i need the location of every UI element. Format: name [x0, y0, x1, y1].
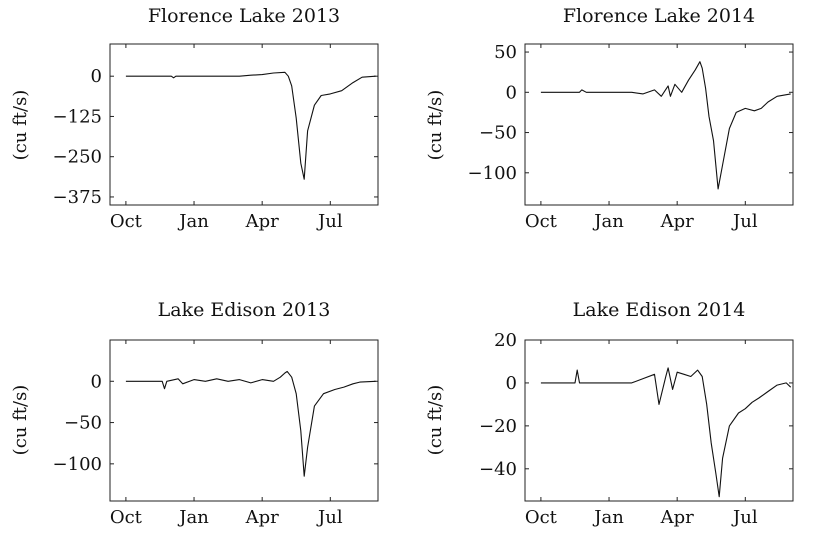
x-tick-label: Oct [110, 507, 143, 528]
y-tick-label: 0 [506, 82, 517, 103]
y-tick-label: −40 [479, 459, 517, 480]
y-tick-label: 50 [494, 42, 517, 63]
y-tick-label: −100 [53, 454, 102, 475]
plot-frame [524, 43, 794, 206]
y-tick-label: −125 [53, 106, 102, 127]
x-tick-label: Apr [245, 507, 280, 528]
x-tick-label: Jul [731, 211, 758, 232]
y-tick-label: −20 [479, 416, 517, 437]
x-tick-label: Jul [731, 507, 758, 528]
y-tick-label: −50 [479, 123, 517, 144]
x-tick-label: Jan [592, 211, 624, 232]
chart-title: Lake Edison 2014 [573, 299, 746, 321]
chart-title: Lake Edison 2013 [158, 299, 331, 321]
x-tick-label: Oct [525, 507, 558, 528]
x-tick-label: Oct [110, 211, 143, 232]
series-line-flow [540, 367, 792, 498]
x-tick-label: Jan [177, 211, 209, 232]
x-tick-label: Jul [316, 507, 343, 528]
x-tick-label: Apr [245, 211, 280, 232]
y-tick-label: 0 [506, 373, 517, 394]
y-tick-label: −375 [53, 187, 102, 208]
series-line-flow [125, 71, 376, 180]
y-axis-label: (cu ft/s) [425, 90, 446, 161]
y-axis-label: (cu ft/s) [10, 90, 31, 161]
chart-title: Florence Lake 2013 [148, 5, 340, 27]
y-tick-label: 20 [494, 330, 517, 351]
chart-panel-3: Lake Edison 2013 (cu ft/s) 0 −50 −100 Oct Jan A… [10, 299, 379, 528]
x-tick-label: Jan [592, 507, 624, 528]
plot-frame [109, 339, 379, 502]
y-tick-label: −250 [53, 147, 102, 168]
y-tick-label: 0 [91, 66, 102, 87]
x-tick-label: Jan [177, 507, 209, 528]
chart-panel-1: Florence Lake 2013 (cu ft/s) 0 −125 −250 −375… [10, 5, 379, 232]
chart-panel-2: Florence Lake 2014 (cu ft/s) 50 0 −50 −100 Oct… [425, 5, 794, 232]
x-tick-label: Apr [660, 507, 695, 528]
x-tick-label: Oct [525, 211, 558, 232]
plot-frame [524, 339, 794, 502]
chart-panel-4: Lake Edison 2014 (cu ft/s) 20 0 −20 −40 Oct Jan… [425, 299, 794, 528]
y-tick-label: −50 [64, 413, 102, 434]
x-tick-label: Jul [316, 211, 343, 232]
y-axis-label: (cu ft/s) [10, 385, 31, 456]
y-tick-label: −100 [468, 163, 517, 184]
series-line-flow [125, 370, 376, 477]
series-line-flow [540, 61, 791, 190]
y-tick-label: 0 [91, 371, 102, 392]
plot-frame [109, 43, 379, 206]
x-tick-label: Apr [660, 211, 695, 232]
y-axis-label: (cu ft/s) [425, 385, 446, 456]
chart-title: Florence Lake 2014 [563, 5, 755, 27]
